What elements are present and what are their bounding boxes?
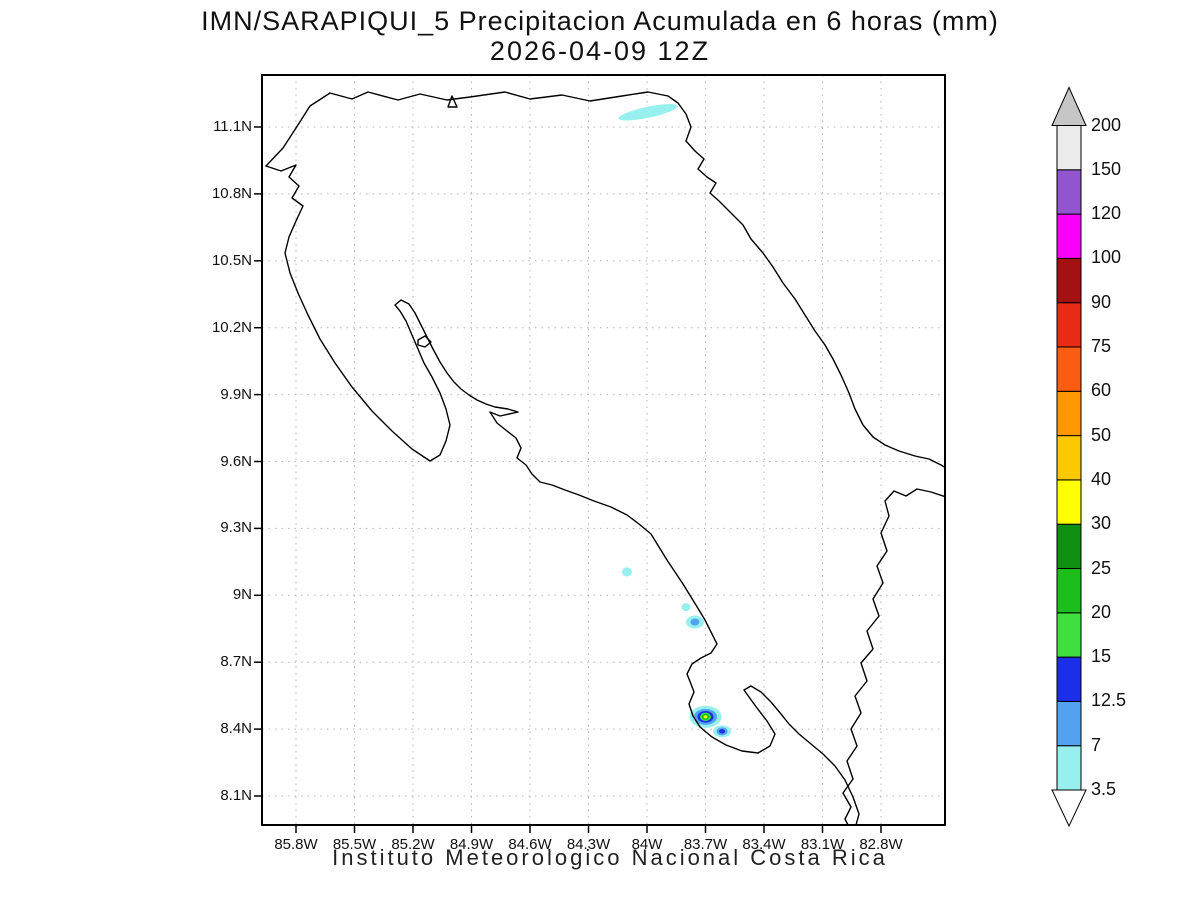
colorbar-cell [1056, 257, 1082, 304]
colorbar-cell [1056, 612, 1082, 658]
precip-ring [681, 603, 691, 612]
precip-cell [681, 603, 691, 612]
colorbar-cell [1056, 346, 1082, 392]
precip-ring [621, 567, 632, 577]
precip-ring [703, 715, 708, 719]
colorbar-cell [1056, 700, 1082, 747]
colorbar-cell [1056, 390, 1082, 437]
figure-title: IMN/SARAPIQUI_5 Precipitacion Acumulada … [201, 6, 999, 36]
colorbar-cell [1056, 125, 1082, 171]
precip-cell [618, 104, 678, 121]
colorbar-arrow-top [1051, 86, 1087, 126]
colorbar-cell [1056, 656, 1082, 702]
colorbar-arrow-bottom [1051, 789, 1087, 828]
colorbar-cell [1056, 568, 1082, 614]
colorbar [1051, 86, 1087, 828]
gulf-island [417, 335, 432, 348]
costa-rica-map [265, 91, 945, 825]
precip-ring [690, 618, 700, 626]
colorbar-cell [1056, 435, 1082, 481]
precip-cell [621, 567, 632, 577]
island-triangle-icon [447, 95, 458, 108]
figure-footer: Instituto Meteorologico Nacional Costa R… [332, 845, 888, 870]
precip-cell [713, 725, 732, 738]
precip-ring [719, 729, 726, 734]
colorbar-cell [1056, 213, 1082, 259]
panama-border-coastline [842, 488, 945, 825]
nicaragua-border-coastline [265, 91, 945, 469]
precip-ring [618, 104, 678, 121]
axis-ticks [254, 126, 882, 833]
colorbar-cell [1056, 523, 1082, 570]
figure-subtitle: 2026-04-09 12Z [489, 36, 711, 66]
pacific-coastline [265, 164, 860, 825]
plot-frame [261, 74, 946, 826]
grid-lines [262, 75, 945, 825]
colorbar-cell [1056, 302, 1082, 348]
precip-cell [685, 615, 704, 629]
colorbar-cell [1056, 479, 1082, 525]
colorbar-cell [1056, 745, 1082, 791]
colorbar-cell [1056, 169, 1082, 215]
